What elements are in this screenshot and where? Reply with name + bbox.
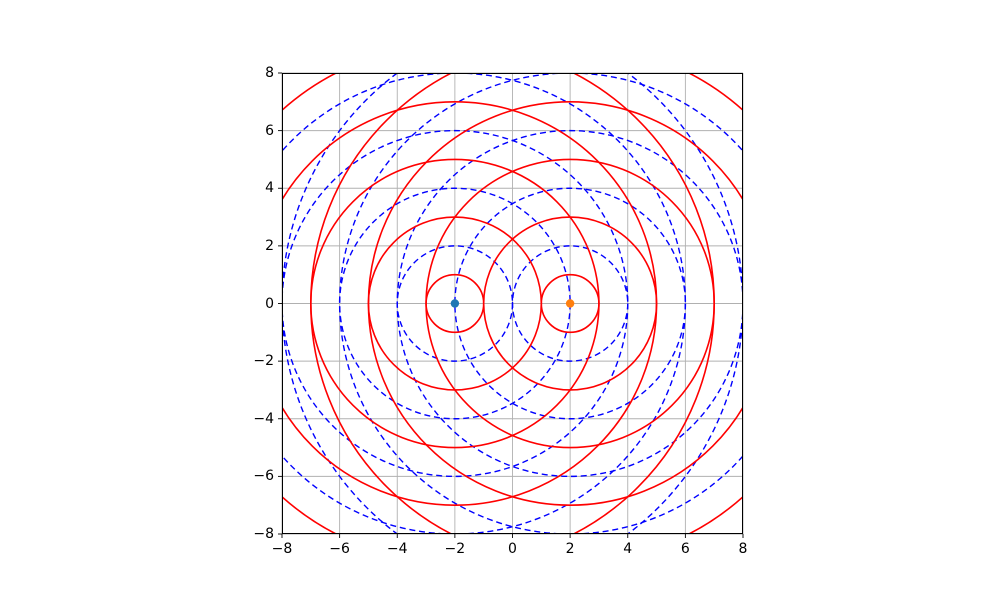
wave-crests-circle [367,101,743,506]
x-tick-label: −6 [329,541,350,557]
wave-crests-circle [482,216,658,391]
y-tick-label: 2 [265,237,274,254]
plot-area [278,72,744,538]
x-tick-label: −4 [386,541,408,557]
y-tick-label: 0 [265,295,274,312]
x-tick-label: 0 [508,541,517,557]
x-tick-label: 4 [623,541,633,557]
interference-chart [278,72,744,538]
x-tick-label: 6 [680,541,690,557]
y-tick-label: −4 [253,410,274,427]
x-tick-label: −8 [271,541,293,557]
wave-crests-circle [310,73,743,534]
x-tick-label: −2 [444,541,466,557]
y-tick-label: −6 [253,468,274,485]
y-tick-label: −8 [253,526,274,542]
source-left-marker [450,299,460,308]
x-tick-label: 8 [738,541,748,557]
y-tick-label: −2 [253,353,274,370]
axes-spines [282,73,743,534]
source-right-marker [565,299,575,308]
wave-crests-circle [540,273,600,334]
x-tick-label: 2 [565,541,575,557]
wave-troughs-circle [454,187,687,420]
wave-crests-circle [425,158,715,449]
y-tick-label: 8 [265,65,274,81]
wave-troughs-circle [396,129,743,478]
y-tick-label: 6 [265,122,274,139]
y-tick-label: 4 [265,180,274,197]
wave-troughs-circle [511,245,629,362]
